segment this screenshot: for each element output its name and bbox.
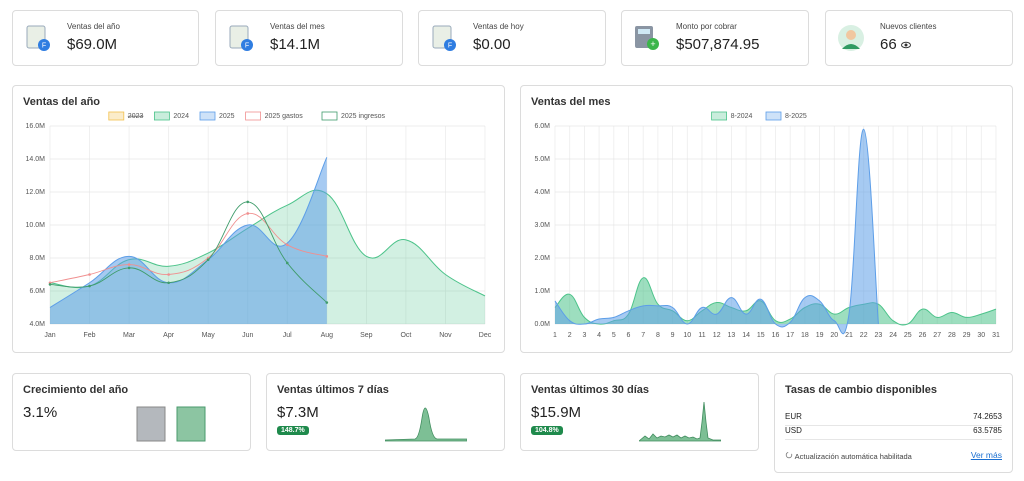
kpi-value: $14.1M xyxy=(270,36,321,53)
chart-title: Ventas del año xyxy=(23,96,101,108)
icon: F xyxy=(229,25,253,51)
rate-row: USD 63.5785 xyxy=(785,426,1002,440)
svg-text:F: F xyxy=(245,42,249,49)
card-title: Tasas de cambio disponibles xyxy=(785,384,938,396)
kpi-value: $507,874.95 xyxy=(676,36,760,53)
card-value: $15.9M xyxy=(531,404,582,421)
card-title: Ventas últimos 7 días xyxy=(277,384,389,396)
kpi-label: Ventas del año xyxy=(67,22,120,31)
icon: F xyxy=(26,25,50,51)
icon xyxy=(838,25,864,51)
refresh-icon xyxy=(785,451,793,459)
status: Actualización automática habilitada xyxy=(785,451,912,461)
summary-card: Ventas últimos 7 días $7.3M 148.7% xyxy=(266,373,505,451)
card-title: Ventas últimos 30 días xyxy=(531,384,649,396)
sparkline xyxy=(639,401,721,442)
rate: 74.2653 xyxy=(973,412,1002,421)
chart-card: Ventas del mes xyxy=(520,85,1013,353)
badge: 148.7% xyxy=(277,426,309,435)
kpi-label: Ventas de hoy xyxy=(473,22,524,31)
rate: 63.5785 xyxy=(973,426,1002,435)
card-value: $7.3M xyxy=(277,404,319,421)
kpi-label: Monto por cobrar xyxy=(676,22,737,31)
card-value: 3.1% xyxy=(23,404,58,421)
svg-text:F: F xyxy=(42,42,46,49)
kpi-card: F Ventas del mes $14.1M xyxy=(215,10,403,66)
rates-card: Tasas de cambio disponibles EUR 74.2653 U… xyxy=(774,373,1013,473)
currency: USD xyxy=(785,426,802,435)
link[interactable]: Ver más xyxy=(970,450,1002,460)
kpi-label: Ventas del mes xyxy=(270,22,325,31)
kpi-value: $0.00 xyxy=(473,36,511,53)
badge: 104.8% xyxy=(531,426,563,435)
sparkline xyxy=(385,407,467,442)
chart-card: Ventas del año xyxy=(12,85,505,353)
rate-row: EUR 74.2653 xyxy=(785,412,1002,426)
chart-title: Ventas del mes xyxy=(531,96,611,108)
svg-text:+: + xyxy=(650,39,655,49)
kpi-card: F Ventas de hoy $0.00 xyxy=(418,10,606,66)
kpi-card: Nuevos clientes 66 xyxy=(825,10,1013,66)
card-title: Crecimiento del año xyxy=(23,384,129,396)
summary-card: Crecimiento del año 3.1% xyxy=(12,373,251,451)
eye-icon[interactable] xyxy=(900,41,911,49)
icon: + xyxy=(635,26,659,50)
currency: EUR xyxy=(785,412,802,421)
summary-card: Ventas últimos 30 días $15.9M 104.8% xyxy=(520,373,759,451)
kpi-card: + Monto por cobrar $507,874.95 xyxy=(621,10,809,66)
status-text: Actualización automática habilitada xyxy=(794,452,912,461)
kpi-value: 66 xyxy=(880,36,911,53)
svg-text:F: F xyxy=(448,42,452,49)
icon: F xyxy=(432,25,456,51)
kpi-card: F Ventas del año $69.0M xyxy=(12,10,199,66)
comparison-bars xyxy=(136,406,206,442)
kpi-value: $69.0M xyxy=(67,36,118,53)
kpi-value-text: 66 xyxy=(880,36,897,53)
kpi-label: Nuevos clientes xyxy=(880,22,937,31)
